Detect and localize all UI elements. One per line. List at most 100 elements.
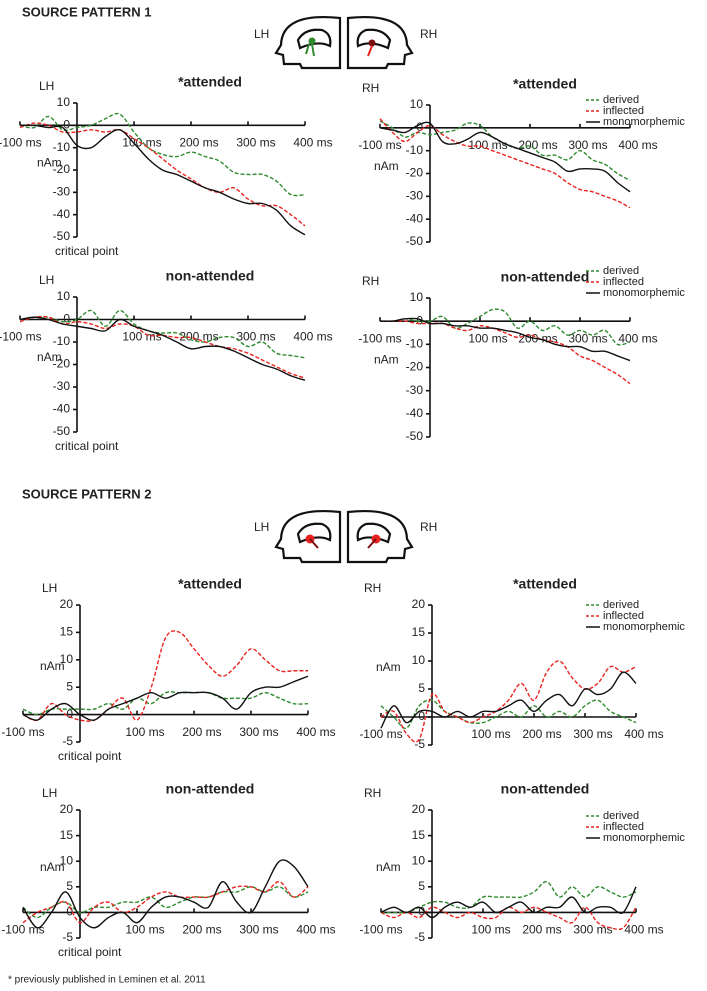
y-tick-label: -5 — [62, 930, 73, 944]
panel-title: *attended — [178, 576, 242, 592]
y-tick-label: -40 — [406, 211, 424, 225]
hemisphere-label: LH — [42, 581, 57, 595]
x-tick-label: 100 ms — [122, 136, 161, 150]
y-tick-label: 0 — [63, 312, 70, 326]
panel-title: *attended — [513, 576, 577, 592]
x-tick-label: 300 ms — [573, 727, 612, 741]
x-tick-label: 400 ms — [296, 725, 335, 739]
y-tick-label: 10 — [412, 853, 426, 867]
x-tick-label: 400 ms — [618, 331, 657, 345]
legend-label: inflected — [603, 105, 644, 117]
series-line — [19, 124, 306, 236]
hemisphere-label: LH — [254, 520, 269, 534]
legend-label: inflected — [603, 821, 644, 833]
y-axis-label: nAm — [376, 860, 401, 874]
panel-title: *attended — [178, 74, 242, 90]
series-line — [22, 859, 309, 929]
y-tick-label: 0 — [416, 313, 423, 327]
y-tick-label: 20 — [60, 597, 74, 611]
panel-title: non-attended — [166, 781, 255, 797]
y-tick-label: -40 — [53, 402, 71, 416]
x-tick-label: -100 ms — [359, 727, 402, 741]
legend-label: monomorphemic — [603, 621, 685, 633]
series-line — [22, 675, 309, 721]
y-tick-label: 10 — [60, 853, 74, 867]
series-line — [379, 317, 631, 362]
y-tick-label: 0 — [416, 120, 423, 134]
legend-label: derived — [603, 599, 639, 611]
x-tick-label: 100 ms — [122, 330, 161, 344]
y-tick-label: -30 — [53, 379, 71, 393]
hemisphere-label: LH — [39, 273, 54, 287]
y-axis-label: nAm — [37, 350, 62, 364]
x-tick-label: 400 ms — [296, 923, 335, 937]
y-tick-label: -50 — [406, 234, 424, 248]
x-tick-label: -100 ms — [0, 136, 42, 150]
section-title: SOURCE PATTERN 1 — [22, 4, 152, 19]
x-tick-label: 100 ms — [468, 331, 507, 345]
y-tick-label: 20 — [60, 802, 74, 816]
y-tick-label: -5 — [62, 734, 73, 748]
y-tick-label: 10 — [410, 290, 424, 304]
x-tick-label: 100 ms — [471, 923, 510, 937]
y-tick-label: -40 — [53, 207, 71, 221]
legend-label: monomorphemic — [603, 832, 685, 844]
x-tick-label: 300 ms — [568, 138, 607, 152]
y-tick-label: -30 — [406, 189, 424, 203]
y-tick-label: 10 — [410, 97, 424, 111]
annotation: critical point — [55, 244, 119, 258]
y-tick-label: -30 — [53, 185, 71, 199]
y-axis-label: nAm — [374, 159, 399, 173]
series-line — [380, 886, 637, 919]
x-tick-label: -100 ms — [1, 725, 44, 739]
x-tick-label: 100 ms — [471, 727, 510, 741]
y-axis-label: nAm — [40, 860, 65, 874]
series-line — [381, 880, 637, 914]
y-tick-label: -10 — [406, 337, 424, 351]
series-line — [19, 112, 306, 197]
x-tick-label: 300 ms — [568, 331, 607, 345]
y-tick-label: -20 — [53, 357, 71, 371]
y-tick-label: 0 — [66, 707, 73, 721]
x-tick-label: 200 ms — [522, 727, 561, 741]
y-tick-label: -10 — [53, 140, 71, 154]
hemisphere-label: LH — [42, 786, 57, 800]
y-tick-label: 15 — [60, 625, 74, 639]
series-line — [22, 880, 309, 924]
y-tick-label: 15 — [412, 625, 426, 639]
x-tick-label: 400 ms — [624, 923, 663, 937]
x-tick-label: 100 ms — [125, 725, 164, 739]
y-tick-label: 20 — [412, 597, 426, 611]
y-tick-label: -50 — [53, 229, 71, 243]
legend-label: monomorphemic — [603, 116, 685, 128]
panel-title: non-attended — [501, 269, 590, 285]
y-tick-label: 5 — [418, 879, 425, 893]
head-icons — [274, 510, 414, 564]
series-line — [379, 308, 631, 346]
annotation: critical point — [58, 945, 122, 959]
x-tick-label: 400 ms — [293, 330, 332, 344]
y-tick-label: -5 — [414, 930, 425, 944]
x-tick-label: 300 ms — [236, 136, 275, 150]
series-line — [380, 660, 637, 743]
footnote: * previously published in Leminen et al.… — [8, 975, 206, 986]
series-line — [379, 320, 631, 385]
x-tick-label: 400 ms — [293, 136, 332, 150]
x-tick-label: 200 ms — [522, 923, 561, 937]
series-line — [380, 699, 637, 730]
series-line — [19, 315, 306, 379]
y-tick-label: 0 — [418, 905, 425, 919]
y-tick-label: 10 — [57, 289, 71, 303]
x-tick-label: 100 ms — [468, 138, 507, 152]
legend-label: inflected — [603, 276, 644, 288]
x-tick-label: 200 ms — [179, 330, 218, 344]
x-tick-label: 200 ms — [182, 923, 221, 937]
legend-label: monomorphemic — [603, 287, 685, 299]
hemisphere-label: LH — [39, 79, 54, 93]
y-tick-label: -40 — [406, 406, 424, 420]
x-tick-label: 400 ms — [624, 727, 663, 741]
x-tick-label: 400 ms — [618, 138, 657, 152]
y-tick-label: -10 — [406, 143, 424, 157]
x-tick-label: 100 ms — [125, 923, 164, 937]
